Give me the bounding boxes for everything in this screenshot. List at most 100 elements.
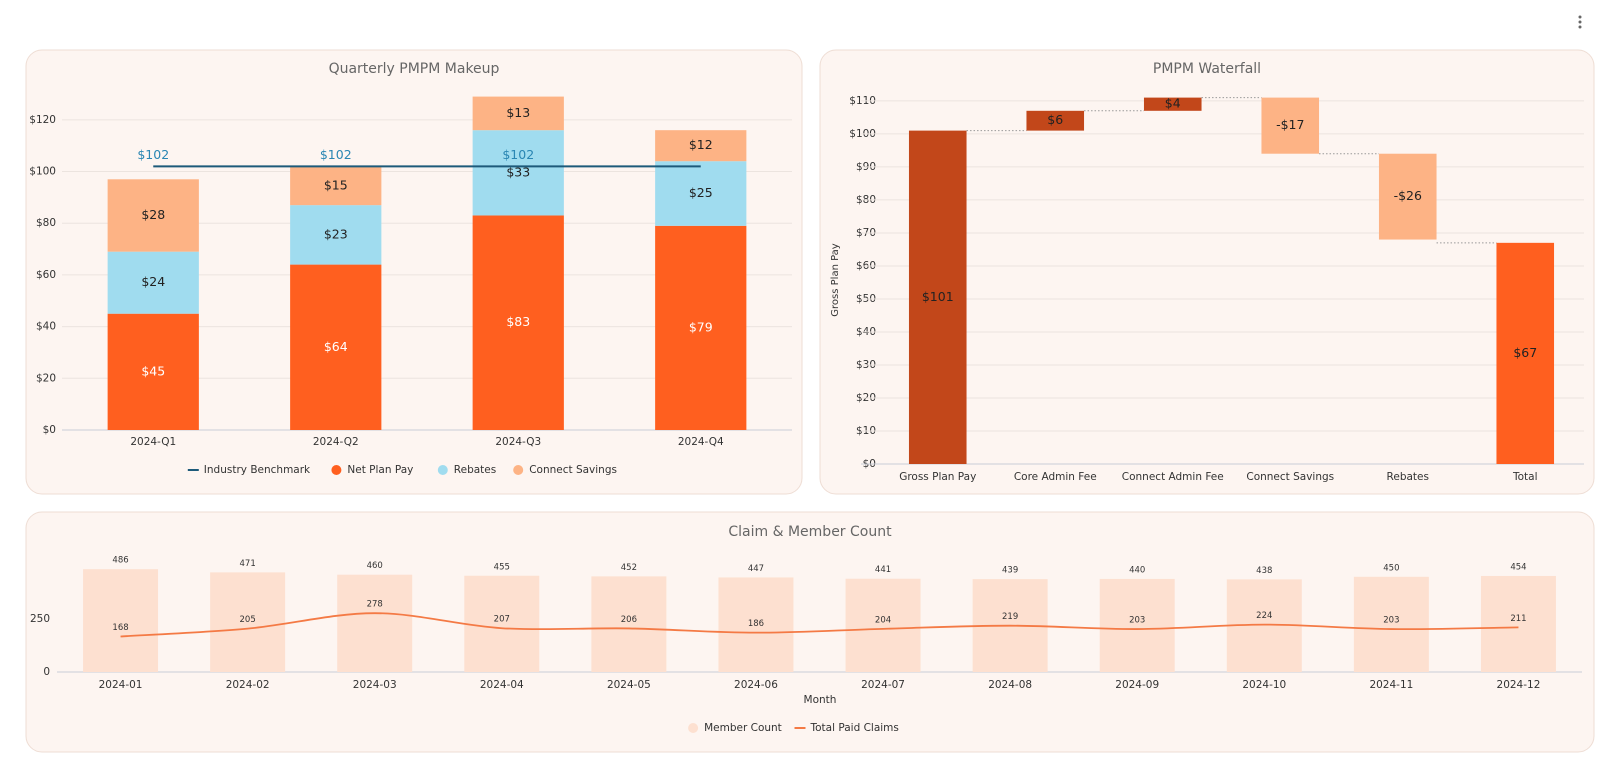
x-tick-label: 2024-10 [1242, 679, 1286, 691]
legend-symbol [437, 465, 448, 475]
chart-title: Quarterly PMPM Makeup [329, 61, 500, 77]
bar-segment [107, 251, 199, 314]
data-label: $101 [922, 289, 954, 304]
data-label: -$26 [1394, 188, 1422, 203]
legend-label: Net Plan Pay [347, 464, 413, 476]
bar [845, 578, 921, 672]
bar-segment [472, 130, 564, 216]
x-tick-label: Connect Admin Fee [1122, 471, 1224, 483]
menu-dot [1578, 25, 1582, 29]
data-label: $25 [689, 185, 713, 200]
data-label: 486 [112, 556, 128, 566]
data-label: $13 [506, 105, 530, 120]
y-tick-label: $40 [36, 321, 56, 333]
data-label: $24 [141, 274, 165, 289]
data-label: 460 [367, 561, 383, 571]
x-tick-label: Rebates [1387, 471, 1429, 483]
x-axis-label: Month [804, 694, 837, 706]
data-label: $102 [137, 147, 169, 162]
data-label: $15 [324, 177, 348, 192]
bar [210, 572, 286, 672]
x-tick-label: 2024-05 [607, 679, 651, 691]
y-tick-label: $60 [36, 269, 56, 281]
bar-segment [472, 96, 564, 131]
bar-segment [107, 313, 199, 430]
menu-dot [1578, 15, 1582, 19]
data-label: $6 [1047, 112, 1063, 127]
x-tick-label: 2024-11 [1369, 679, 1413, 691]
bar [1143, 97, 1202, 111]
bar-segment [290, 166, 382, 206]
y-tick-label: $120 [29, 114, 56, 126]
data-label: 206 [621, 615, 637, 625]
data-label: 450 [1383, 563, 1399, 573]
legend-symbol [688, 723, 699, 733]
bar-segment [655, 225, 747, 430]
data-label: 441 [875, 565, 891, 575]
x-tick-label: 2024-01 [99, 679, 143, 691]
data-label: 278 [367, 600, 383, 610]
x-tick-label: 2024-09 [1115, 679, 1159, 691]
bar-segment [107, 179, 199, 252]
data-label: $33 [506, 164, 530, 179]
data-label: 219 [1002, 612, 1018, 622]
bar [83, 569, 159, 672]
data-label: 454 [1510, 562, 1526, 572]
legend-label: Industry Benchmark [204, 464, 311, 476]
y-tick-label: $100 [29, 166, 56, 178]
y-tick-label: $80 [36, 217, 56, 229]
x-tick-label: Total [1512, 471, 1538, 483]
x-tick-label: Core Admin Fee [1014, 471, 1097, 483]
legend-symbol [331, 465, 342, 475]
data-label: 440 [1129, 565, 1145, 575]
data-label: 168 [112, 623, 128, 633]
data-label: 455 [494, 562, 510, 572]
data-label: -$17 [1276, 117, 1304, 132]
x-tick-label: 2024-12 [1497, 679, 1541, 691]
bar [1353, 576, 1429, 672]
data-label: 452 [621, 563, 637, 573]
x-tick-label: 2024-08 [988, 679, 1032, 691]
legend-label: Rebates [454, 464, 496, 476]
chart-title: PMPM Waterfall [1153, 61, 1261, 77]
data-label: $64 [324, 339, 348, 354]
bar [1026, 110, 1085, 131]
x-tick-label: 2024-04 [480, 679, 524, 691]
bar [1496, 242, 1555, 464]
y-tick-label: $0 [43, 424, 56, 436]
bar [908, 130, 967, 464]
bar [1261, 97, 1320, 154]
bar [591, 576, 667, 672]
bar-segment [655, 130, 747, 162]
bar [337, 574, 413, 672]
menu-dot [1578, 20, 1582, 24]
x-tick-label: 2024-Q4 [678, 436, 724, 448]
y-tick-label: $20 [36, 372, 56, 384]
data-label: 438 [1256, 566, 1272, 576]
data-label: 224 [1256, 611, 1272, 621]
panel [25, 49, 803, 495]
legend-symbol [513, 465, 524, 475]
data-label: 211 [1510, 614, 1526, 624]
y-tick-label: 0 [43, 666, 50, 678]
bar [1378, 153, 1437, 240]
line [120, 612, 1519, 638]
data-label: $67 [1513, 345, 1537, 360]
menu-button[interactable] [1570, 12, 1590, 32]
y-axis-label: Gross Plan Pay [830, 243, 841, 317]
data-label: $83 [506, 314, 530, 329]
bar-segment [290, 205, 382, 265]
bar-segment [655, 161, 747, 226]
bar [1480, 575, 1556, 672]
data-label: 203 [1129, 616, 1145, 626]
data-label: $4 [1165, 96, 1181, 111]
data-label: 186 [748, 619, 764, 629]
data-label: 203 [1383, 616, 1399, 626]
x-tick-label: 2024-02 [226, 679, 270, 691]
x-tick-label: 2024-Q1 [130, 436, 176, 448]
bar-segment [472, 215, 564, 430]
legend-label: Member Count [704, 722, 782, 734]
legend-label: Total Paid Claims [810, 722, 899, 734]
